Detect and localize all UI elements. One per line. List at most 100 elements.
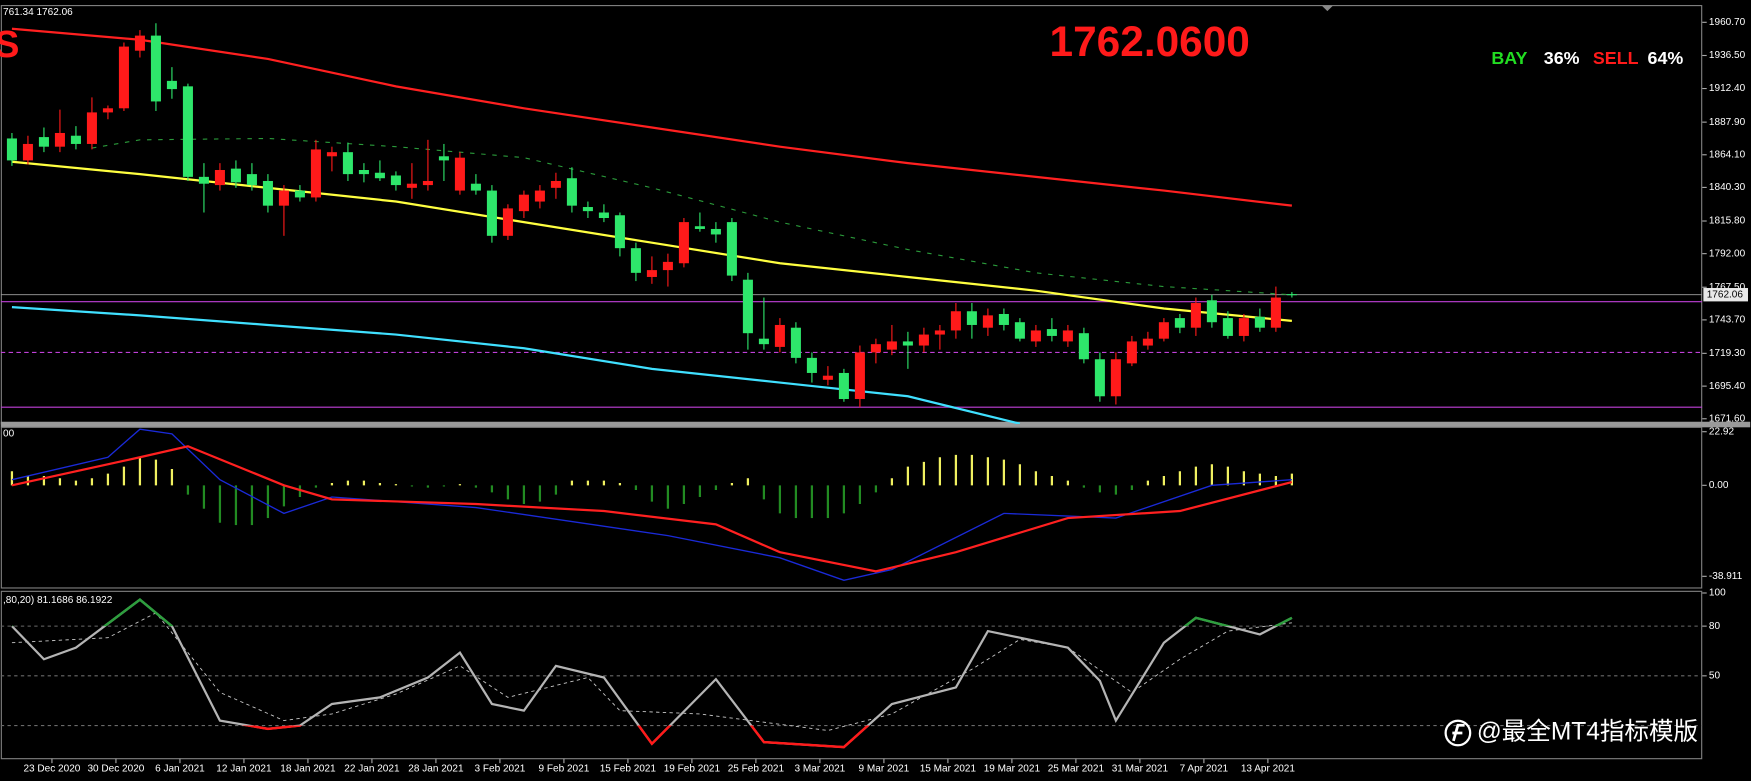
candle-body	[806, 357, 817, 373]
candle-body	[1206, 300, 1217, 323]
candle-body	[1062, 330, 1073, 342]
candle-body	[790, 327, 801, 358]
watermark: @最全MT4指标模版	[1444, 718, 1698, 747]
stoch-frame	[0, 590, 1703, 760]
x-tick-label: 9 Feb 2021	[539, 763, 590, 774]
candle-body	[422, 180, 433, 186]
x-tick-label: 23 Dec 2020	[23, 763, 80, 774]
x-tick-label: 15 Feb 2021	[600, 763, 657, 774]
candle-body	[134, 35, 145, 51]
stoch-plot	[0, 598, 1703, 749]
candle-body	[486, 190, 497, 236]
y-tick-label: 1815.80	[1709, 216, 1746, 227]
candle-body	[86, 112, 97, 144]
y-tick-label: 80	[1709, 621, 1721, 632]
candle-body	[118, 46, 129, 109]
x-tick-label: 7 Apr 2021	[1180, 763, 1229, 774]
candle-body	[390, 175, 401, 186]
candle-body	[1190, 303, 1201, 328]
candle-body	[1158, 322, 1169, 339]
candle-body	[310, 149, 321, 198]
candle-body	[726, 222, 737, 276]
header-left: 761.34 1762.06	[3, 7, 73, 18]
last-price-label: 1762.06	[1707, 289, 1744, 300]
candle-body	[342, 152, 353, 175]
candle-body	[246, 174, 257, 186]
candle-body	[214, 170, 225, 186]
candle-body	[198, 176, 209, 184]
y-tick-label: 1887.90	[1709, 117, 1746, 128]
main-plot	[0, 23, 1703, 424]
candle-body	[950, 311, 961, 331]
x-tick-label: 3 Feb 2021	[475, 763, 526, 774]
y-tick-label: 1936.50	[1709, 50, 1746, 61]
y-tick-label: 1792.00	[1709, 248, 1746, 259]
axes: 1960.70 1936.50 1912.40 1887.90 1864.10 1840.…	[23, 17, 1748, 774]
candle-body	[886, 341, 897, 350]
candle-body	[534, 190, 545, 202]
y-tick-label: 22.92	[1709, 426, 1735, 437]
candle-body	[502, 208, 513, 236]
candle-body	[1126, 341, 1137, 364]
candle-body	[566, 178, 577, 206]
corner-letter: S	[0, 24, 19, 66]
candle-body	[326, 152, 337, 157]
indicator-line	[11, 306, 1021, 424]
macd-line	[11, 445, 1293, 573]
candle-body	[1110, 359, 1121, 397]
candle-body	[470, 183, 481, 191]
candle-body	[294, 190, 305, 198]
x-tick-label: 13 Apr 2021	[1241, 763, 1296, 774]
candle-body	[902, 341, 913, 346]
candle-body	[838, 372, 849, 400]
indicator-line	[11, 160, 1292, 322]
candle-body	[1286, 294, 1297, 296]
candle-body	[150, 35, 161, 102]
candle-body	[374, 172, 385, 179]
candle-body	[22, 143, 33, 161]
candle-body	[998, 313, 1009, 325]
candle-body	[822, 375, 833, 380]
x-tick-label: 19 Feb 2021	[664, 763, 721, 774]
candle-body	[630, 248, 641, 273]
y-tick-label: 1912.40	[1709, 83, 1746, 94]
y-tick-label: 1960.70	[1709, 17, 1746, 28]
candle-body	[982, 315, 993, 328]
candle-body	[870, 344, 881, 353]
macd-header: 00	[3, 429, 15, 440]
candle-body	[406, 183, 417, 188]
y-tick-label: 1719.30	[1709, 348, 1746, 359]
x-tick-label: 19 Mar 2021	[984, 763, 1041, 774]
candle-body	[1030, 330, 1041, 342]
y-tick-label: 100	[1709, 588, 1726, 599]
candle-body	[646, 270, 657, 277]
candle-body	[678, 222, 689, 264]
macd-frame	[0, 426, 1703, 589]
candle-body	[102, 108, 113, 113]
candle-body	[230, 168, 241, 183]
candle-body	[70, 135, 81, 144]
candle-body	[166, 80, 177, 90]
macd-line	[11, 428, 1292, 581]
candle-body	[38, 137, 49, 147]
shift-marker	[1321, 5, 1333, 12]
x-tick-label: 6 Jan 2021	[155, 763, 205, 774]
candle-body	[966, 311, 977, 325]
y-tick-label: 0.00	[1709, 480, 1729, 491]
x-tick-label: 3 Mar 2021	[795, 763, 846, 774]
y-tick-label: -38.911	[1709, 571, 1743, 582]
x-tick-label: 22 Jan 2021	[344, 763, 400, 774]
candle-body	[438, 156, 449, 161]
candle-body	[54, 132, 65, 147]
y-tick-label: 1695.40	[1709, 381, 1746, 392]
x-tick-label: 9 Mar 2021	[859, 763, 910, 774]
watermark-text: @最全MT4指标模版	[1477, 718, 1698, 746]
y-tick-label: 50	[1709, 670, 1721, 681]
candle-body	[278, 190, 289, 206]
candle-body	[854, 352, 865, 400]
candle-body	[710, 228, 721, 235]
x-tick-label: 25 Mar 2021	[1048, 763, 1105, 774]
stoch-main-line	[11, 598, 1293, 749]
